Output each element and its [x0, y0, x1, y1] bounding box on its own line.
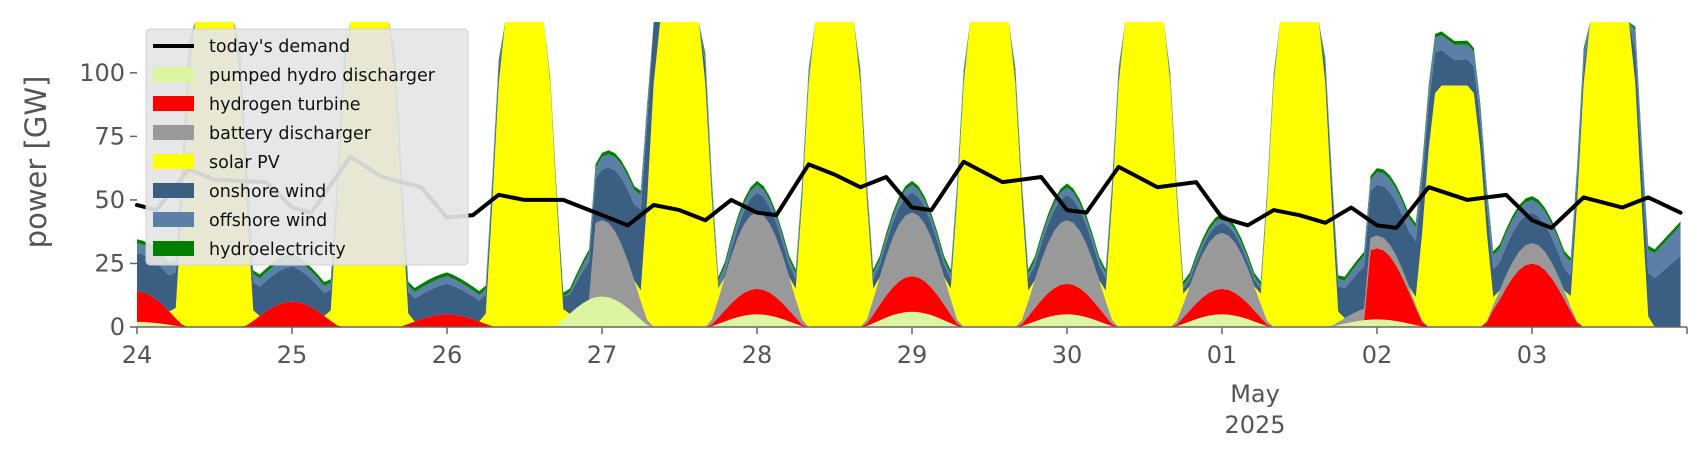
y-tick-label: 0 [110, 313, 125, 341]
x-tick-label: 26 [432, 341, 463, 369]
x-month-label: May [1230, 380, 1280, 408]
legend-label-offshore-wind: offshore wind [209, 211, 327, 231]
x-tick-label: 24 [122, 341, 153, 369]
area-solar-pv [137, 22, 1681, 327]
legend-label-hydroelectricity: hydroelectricity [209, 240, 346, 260]
legend-label-today-s-demand: today's demand [209, 37, 350, 57]
legend-handle-pumped-hydro-discharger [153, 67, 194, 82]
legend: today's demand pumped hydro discharger hyd… [145, 28, 469, 266]
legend-handle-hydrogen-turbine [153, 96, 194, 111]
area-onshore-wind [137, 22, 1681, 327]
area-hydrogen-turbine [137, 248, 1681, 327]
x-tick-label: 03 [1517, 341, 1548, 369]
legend-label-battery-discharger: battery discharger [209, 124, 372, 144]
legend-label-hydrogen-turbine: hydrogen turbine [209, 95, 361, 115]
y-tick-label: 25 [94, 249, 125, 277]
y-tick-label: 75 [94, 122, 125, 150]
y-tick-label: 100 [79, 59, 125, 87]
legend-handle-offshore-wind [153, 212, 194, 227]
stacked-areas [137, 22, 1681, 327]
legend-label-pumped-hydro-discharger: pumped hydro discharger [209, 66, 436, 86]
x-tick-label: 01 [1207, 341, 1238, 369]
area-battery-discharger [137, 212, 1681, 327]
y-axis-label: power [GW] [19, 76, 53, 249]
legend-handle-hydroelectricity [153, 241, 194, 256]
x-tick-label: 25 [277, 341, 308, 369]
y-tick-label: 50 [94, 186, 125, 214]
legend-handle-solar-pv [153, 154, 194, 169]
area-pumped-hydro-discharger [137, 296, 1681, 327]
legend-handle-onshore-wind [153, 183, 194, 198]
legend-label-onshore-wind: onshore wind [209, 182, 326, 202]
axes: power [GW] May 2025 0 25 50 75 100 24 25 26 27 28… [19, 59, 1688, 439]
x-tick-label: 27 [587, 341, 618, 369]
x-tick-label: 30 [1052, 341, 1083, 369]
x-year-label: 2025 [1224, 411, 1285, 439]
legend-label-solar-pv: solar PV [209, 153, 280, 173]
legend-box [145, 28, 469, 266]
x-tick-label: 02 [1362, 341, 1393, 369]
x-tick-label: 29 [897, 341, 928, 369]
legend-handle-battery-discharger [153, 125, 194, 140]
x-tick-label: 28 [742, 341, 773, 369]
